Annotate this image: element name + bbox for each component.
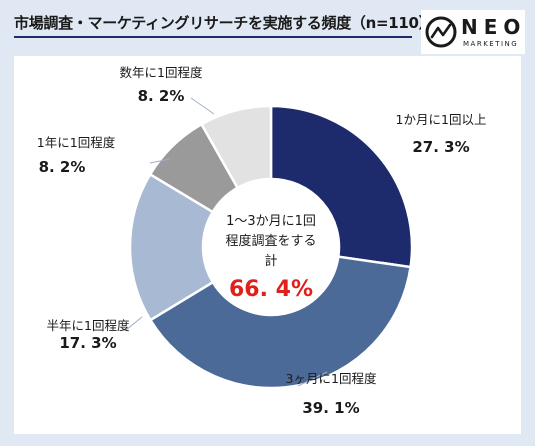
slice-label: 半年に1回程度 (47, 318, 130, 333)
neo-marketing-logo: NEO MARKETING (421, 10, 525, 54)
title-underline (14, 36, 412, 38)
donut-slice (199, 104, 273, 190)
center-caption-line2: 程度調査をする (225, 233, 316, 249)
donut-slice (128, 172, 215, 322)
center-caption-line3: 計 (264, 253, 277, 269)
slice-value: 17. 3% (59, 334, 116, 352)
slice-label: 3ヶ月に1回程度 (286, 371, 377, 386)
center-caption-line1: 1～3か月に1回 (226, 214, 316, 229)
logo-word: NEO (461, 15, 527, 39)
logo-subtitle: MARKETING (463, 40, 519, 48)
center-total-value: 66. 4% (229, 277, 313, 302)
leader-line (125, 316, 143, 331)
slice-value: 8. 2% (138, 87, 185, 105)
leader-line (297, 371, 328, 387)
slice-value: 27. 3% (412, 138, 469, 156)
chart-title: 市場調査・マーケティングリサーチを実施する頻度（n=110） (14, 14, 434, 32)
slice-label: 1か月に1回以上 (396, 112, 487, 127)
slice-value: 8. 2% (39, 158, 86, 176)
slice-label: 数年に1回程度 (120, 65, 203, 80)
slice-label: 1年に1回程度 (37, 135, 116, 150)
leader-line (149, 158, 171, 164)
leader-line (190, 97, 215, 115)
slice-value: 39. 1% (302, 399, 359, 417)
logo-mark-icon (425, 16, 457, 48)
donut-slice (148, 255, 412, 390)
donut-slice (269, 104, 414, 269)
